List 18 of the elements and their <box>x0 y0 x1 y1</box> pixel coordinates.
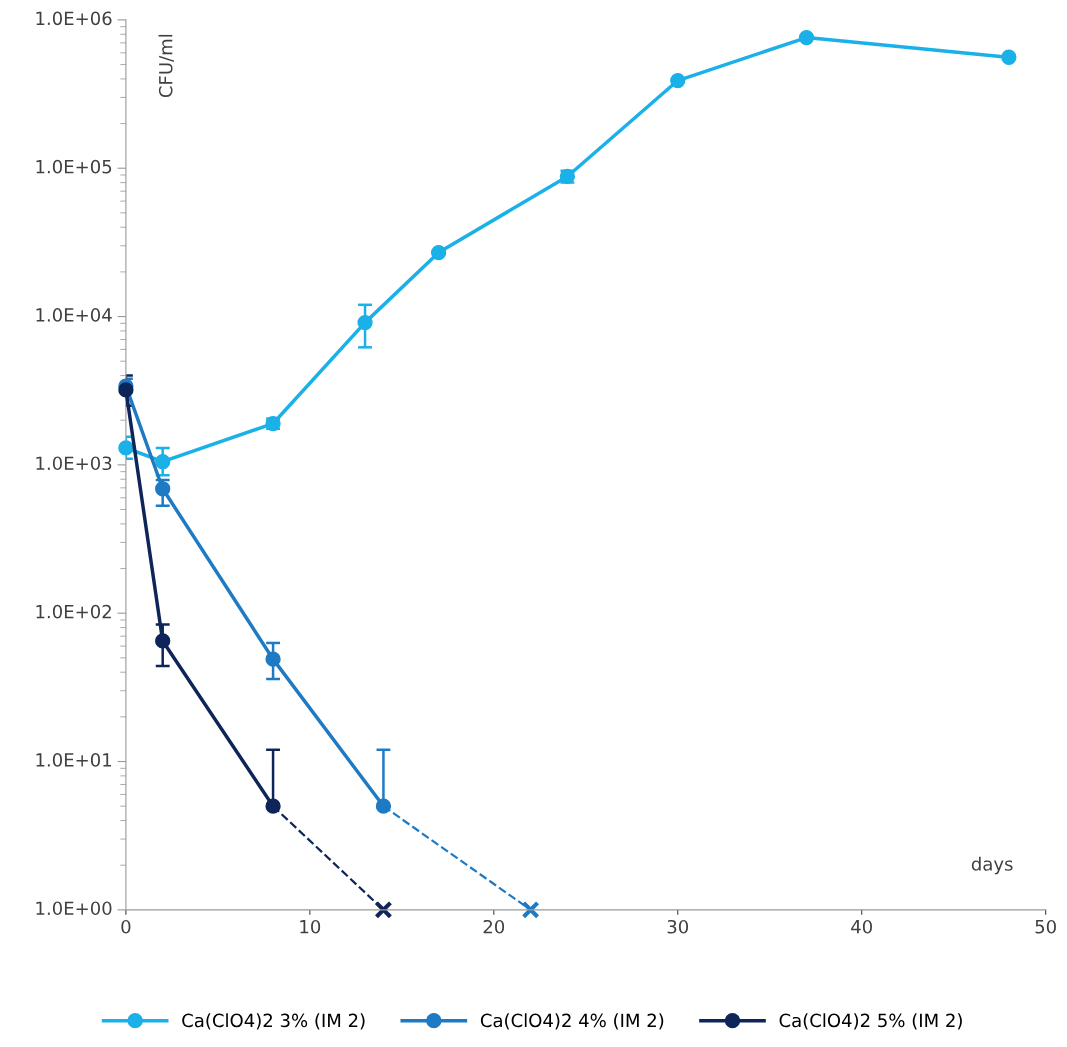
y-tick-label: 1.0E+03 <box>36 456 112 471</box>
y-tick-label: 1.0E+02 <box>36 604 111 619</box>
y-tick-label: 1.0E+00 <box>36 901 112 916</box>
y-tick-label: 1.0E+04 <box>36 308 112 322</box>
x-tick-label: 30 <box>667 919 689 934</box>
x-tick-label: 0 <box>121 919 131 934</box>
legend-label: Ca(ClO4)2 5% (IM 2) <box>779 1013 962 1030</box>
y-tick-label: 1.0E+05 <box>36 159 112 174</box>
x-tick-label: 10 <box>300 919 321 934</box>
y-axis-title: CFU/ml <box>158 34 174 98</box>
y-tick-label: 1.0E+01 <box>36 753 112 767</box>
x-tick-label: 20 <box>483 919 505 934</box>
legend-label: Ca(ClO4)2 3% (IM 2) <box>182 1013 365 1030</box>
legend-label: Ca(ClO4)2 4% (IM 2) <box>480 1013 664 1030</box>
x-tick-label: 40 <box>851 919 872 934</box>
y-tick-label: 1.0E+06 <box>36 11 112 26</box>
x-axis-title: days <box>971 856 1013 875</box>
x-tick-label: 50 <box>1035 919 1056 934</box>
